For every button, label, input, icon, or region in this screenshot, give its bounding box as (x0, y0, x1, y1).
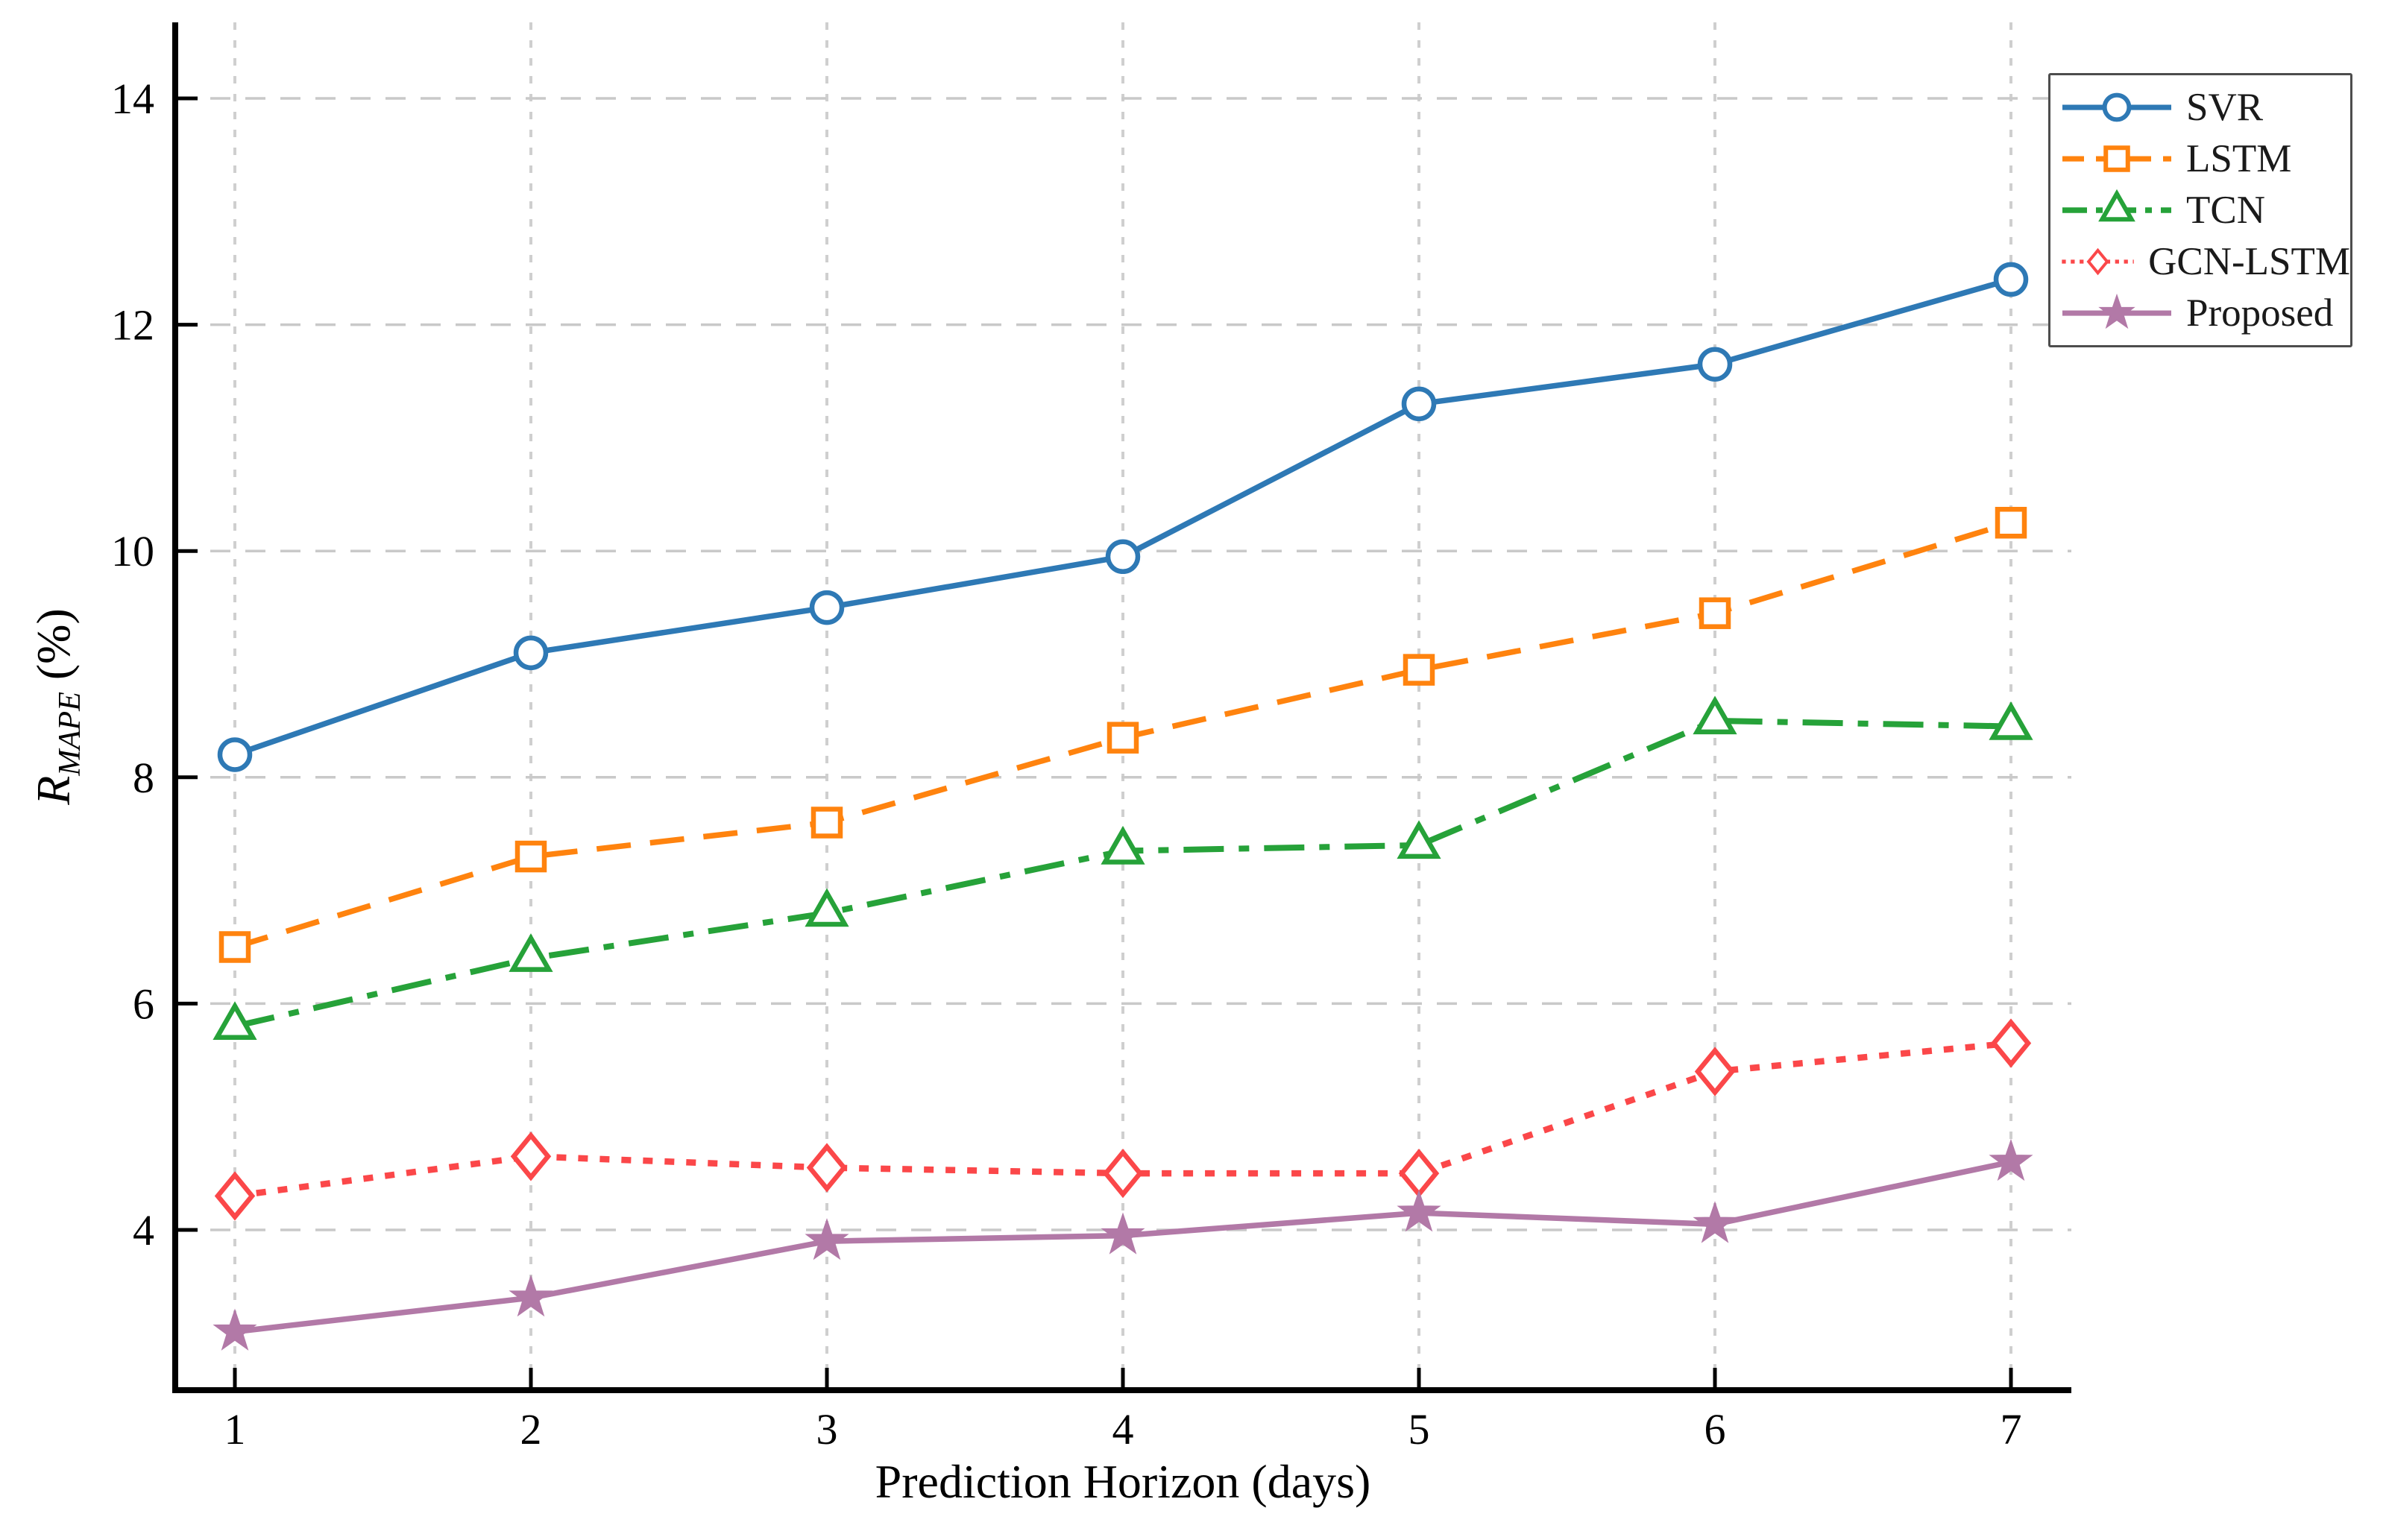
legend-item-proposed: Proposed (2061, 289, 2350, 337)
series-tcn-day1-marker-triangle (213, 1001, 257, 1041)
series-proposed-day7-marker-star (1989, 1138, 2033, 1181)
x-tick-label-2: 2 (520, 1405, 542, 1454)
series-tcn-day4-marker-triangle (1101, 825, 1145, 865)
legend-item-tcn: TCN (2061, 186, 2350, 234)
legend-item-gcn-lstm-label: GCN-LSTM (2148, 240, 2350, 284)
series-proposed-day3-marker-star (805, 1218, 849, 1260)
series-proposed-day6-marker-star (1693, 1201, 1737, 1243)
series-tcn-line (234, 717, 2012, 1029)
series-tcn-day6-marker-triangle (1693, 695, 1737, 735)
y-tick-label-8: 8 (133, 754, 154, 802)
series-lstm-day4-marker-square (1107, 722, 1139, 754)
legend-item-svr: SVR (2061, 83, 2350, 131)
legend-item-tcn-label: TCN (2186, 188, 2265, 232)
legend-item-svr-label: SVR (2186, 85, 2264, 129)
legend-item-proposed-label: Proposed (2186, 291, 2334, 335)
legend-item-svr-sample (2062, 92, 2171, 122)
series-svr-day5-marker-circle (1401, 386, 1437, 422)
legend-item-proposed-sample (2062, 294, 2171, 329)
legend-item-lstm-label: LSTM (2186, 136, 2292, 180)
series-svr-day3-marker-circle (809, 590, 845, 625)
x-tick-label-4: 4 (1112, 1405, 1134, 1454)
y-axis-title-unit: (%) (27, 608, 80, 692)
series-gcn-lstm-day3-marker-diamond (806, 1143, 848, 1193)
series-gcn-lstm-day7-marker-diamond (1990, 1018, 2032, 1068)
series-lstm-day6-marker-square (1699, 597, 1731, 629)
series-proposed-day5-marker-star (1397, 1190, 1441, 1232)
series-tcn-day5-marker-triangle (1397, 820, 1441, 859)
legend-item-lstm-sample (2062, 145, 2171, 172)
legend-item-tcn-marker (2098, 189, 2135, 222)
series-lstm-day7-marker-square (1995, 507, 2027, 539)
legend-item-lstm-marker (2103, 145, 2130, 172)
series-proposed-day1-marker-star (213, 1308, 257, 1351)
series-svr-day1-marker-circle (217, 737, 253, 772)
series-gcn-lstm-day1-marker-diamond (214, 1171, 256, 1221)
series-lstm-day2-marker-square (514, 840, 547, 873)
series-gcn-lstm-day2-marker-diamond (510, 1132, 552, 1181)
x-tick-label-3: 3 (816, 1405, 838, 1454)
legend-item-tcn-sample (2062, 189, 2171, 222)
y-tick-label-10: 10 (111, 527, 154, 575)
series-svr-day6-marker-circle (1697, 347, 1733, 382)
legend-item-svr-marker (2102, 92, 2132, 122)
series-lstm-day1-marker-square (218, 931, 251, 963)
y-tick-label-12: 12 (111, 301, 154, 350)
x-axis-title: Prediction Horizon (days) (875, 1455, 1371, 1508)
series-svr-day2-marker-circle (513, 635, 549, 671)
series-lstm-day5-marker-square (1403, 654, 1435, 686)
series-gcn-lstm-day6-marker-diamond (1694, 1047, 1736, 1096)
series-proposed-day2-marker-star (509, 1274, 553, 1317)
x-tick-label-7: 7 (2001, 1405, 2022, 1454)
legend-item-gcn-lstm-sample (2062, 247, 2134, 276)
y-axis-title: RMAPE (%) (26, 608, 87, 805)
series-lstm-day3-marker-square (810, 807, 843, 839)
y-axis-title-subscript: MAPE (51, 692, 87, 776)
series-gcn-lstm-day4-marker-diamond (1102, 1148, 1144, 1199)
legend-box: SVR LSTM TCN GCN-LSTM Proposed (2048, 73, 2352, 347)
series-proposed-day4-marker-star (1101, 1212, 1145, 1255)
y-tick-label-6: 6 (133, 979, 154, 1028)
y-axis-title-symbol: R (27, 775, 80, 805)
legend-item-proposed-marker (2098, 294, 2135, 329)
series-tcn-day2-marker-triangle (509, 933, 553, 972)
x-tick-label-5: 5 (1408, 1405, 1430, 1454)
y-tick-label-4: 4 (133, 1206, 154, 1255)
legend-item-lstm: LSTM (2061, 135, 2350, 183)
series-gcn-lstm-day5-marker-diamond (1398, 1148, 1440, 1199)
x-tick-label-1: 1 (224, 1405, 246, 1454)
legend-item-gcn-lstm: GCN-LSTM (2061, 238, 2350, 285)
series-tcn-day3-marker-triangle (805, 888, 849, 927)
series-svr-day7-marker-circle (1993, 262, 2029, 297)
series-tcn-day7-marker-triangle (1989, 701, 2033, 740)
legend-item-gcn-lstm-marker (2086, 247, 2109, 276)
series-svr-day4-marker-circle (1105, 539, 1141, 575)
y-tick-label-14: 14 (111, 75, 154, 123)
x-tick-label-6: 6 (1704, 1405, 1726, 1454)
